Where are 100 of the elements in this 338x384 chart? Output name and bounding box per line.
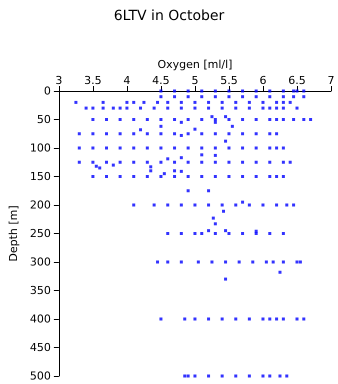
point: [295, 106, 298, 110]
point: [268, 232, 272, 235]
point: [282, 232, 285, 235]
point: [227, 175, 230, 178]
x-tick-label: 4.5: [152, 74, 170, 87]
point: [234, 100, 238, 104]
point: [295, 90, 298, 92]
point: [186, 146, 190, 150]
point: [193, 128, 196, 131]
point: [234, 204, 238, 206]
point: [166, 106, 170, 110]
point: [227, 232, 230, 235]
point: [112, 164, 115, 167]
point: [254, 132, 258, 136]
point: [200, 132, 204, 136]
point: [156, 100, 160, 104]
point: [173, 118, 176, 121]
point: [234, 318, 238, 320]
point: [241, 160, 244, 164]
point: [186, 189, 190, 192]
point: [98, 166, 102, 170]
point: [180, 204, 183, 206]
point: [241, 146, 244, 150]
point: [125, 106, 128, 110]
point: [207, 229, 210, 232]
point: [180, 106, 183, 110]
y-tick-label: 300: [30, 256, 51, 268]
point: [238, 260, 241, 264]
point: [224, 278, 228, 281]
point: [282, 100, 285, 104]
point: [214, 175, 217, 178]
point: [159, 175, 162, 178]
point: [207, 189, 210, 192]
point: [156, 260, 160, 264]
point: [254, 232, 258, 235]
point: [132, 132, 136, 136]
point: [282, 90, 285, 92]
point: [180, 156, 183, 160]
y-tick-label: 250: [30, 227, 51, 240]
point: [183, 374, 186, 378]
point: [268, 318, 272, 320]
point: [210, 115, 214, 118]
point: [241, 95, 244, 98]
point: [200, 146, 204, 150]
point: [268, 106, 272, 110]
point: [149, 169, 152, 172]
point: [261, 106, 264, 110]
y-tick-label: 500: [30, 370, 51, 382]
point: [91, 160, 94, 164]
point: [224, 140, 228, 143]
point: [105, 160, 108, 164]
point: [261, 204, 264, 206]
point: [275, 318, 278, 320]
point: [214, 146, 217, 150]
point: [268, 374, 272, 378]
point: [292, 95, 296, 98]
point: [282, 160, 285, 164]
point: [118, 118, 122, 121]
point: [159, 95, 162, 98]
point: [200, 160, 204, 164]
point: [241, 175, 244, 178]
point: [278, 270, 282, 274]
point: [193, 106, 196, 110]
point: [159, 160, 162, 164]
point: [159, 132, 162, 136]
point: [268, 118, 272, 121]
point: [275, 100, 278, 104]
point: [105, 118, 108, 121]
point: [200, 175, 204, 178]
point: [214, 118, 217, 121]
x-tick-label: 5.5: [220, 74, 238, 87]
point: [78, 146, 81, 150]
point: [282, 106, 285, 110]
point: [227, 95, 230, 98]
point: [302, 95, 306, 98]
point: [268, 175, 272, 178]
point: [149, 165, 152, 168]
point: [207, 204, 210, 206]
point: [132, 175, 136, 178]
x-tick-label: 5: [191, 74, 198, 87]
point: [173, 175, 176, 178]
point: [105, 132, 108, 136]
point: [254, 95, 258, 98]
point: [180, 170, 183, 173]
point: [275, 106, 278, 110]
point: [268, 132, 272, 136]
point: [207, 106, 210, 110]
chart-title: 6LTV in October: [114, 8, 225, 24]
point: [264, 260, 268, 264]
point: [132, 160, 136, 164]
point: [200, 118, 204, 121]
x-tick-label: 4: [123, 74, 130, 87]
point: [105, 146, 108, 150]
point: [200, 90, 204, 92]
point: [220, 106, 224, 110]
point: [132, 204, 136, 206]
point: [214, 222, 217, 226]
point: [212, 216, 215, 220]
point: [180, 100, 183, 104]
point: [275, 146, 278, 150]
